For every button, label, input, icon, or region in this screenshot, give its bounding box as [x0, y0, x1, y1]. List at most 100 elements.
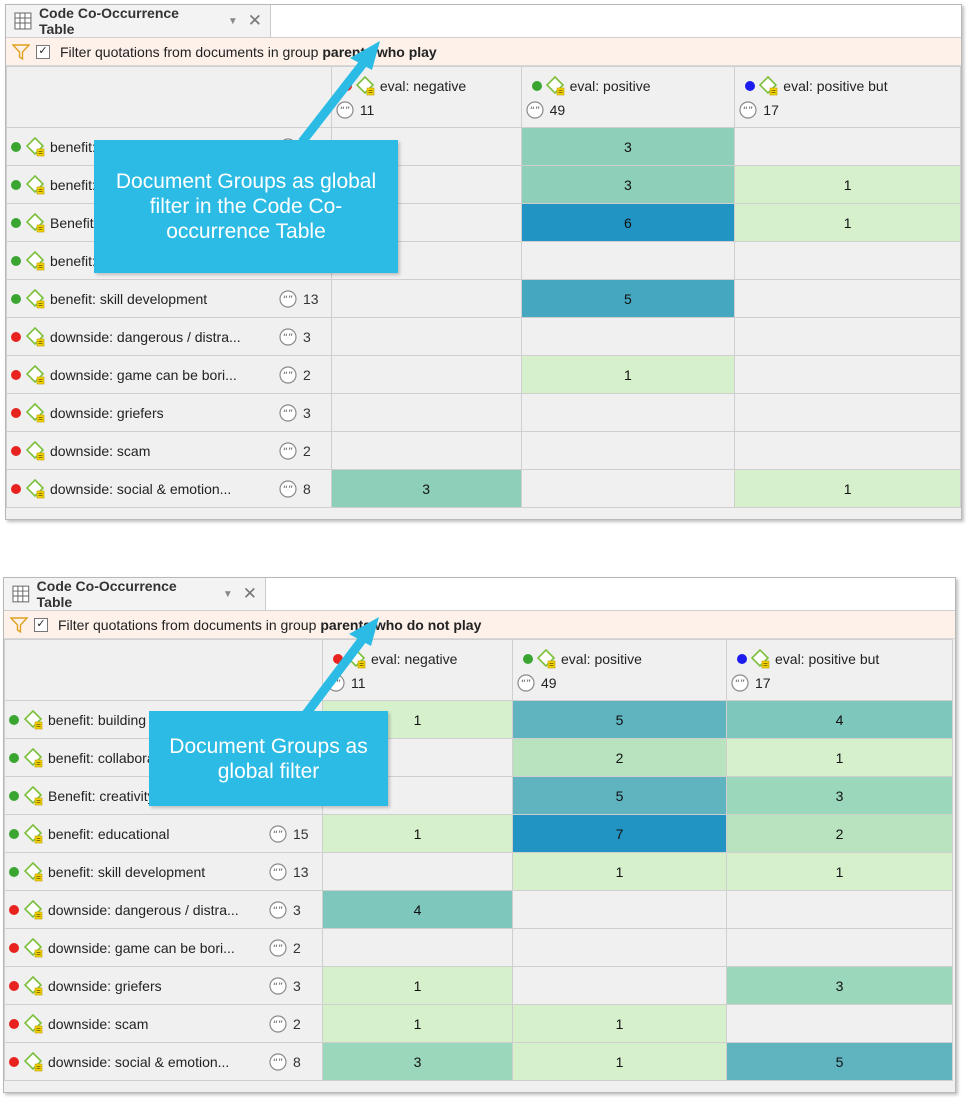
cooccurrence-cell[interactable]: 1 — [512, 1004, 727, 1043]
cooccurrence-cell[interactable]: 3 — [726, 776, 953, 815]
cooccurrence-cell[interactable] — [734, 431, 961, 470]
column-header[interactable]: eval: negative “” 11 — [322, 639, 513, 701]
cooccurrence-cell[interactable] — [520, 317, 736, 356]
table-icon — [14, 12, 32, 30]
cooccurrence-cell[interactable] — [520, 469, 736, 508]
row-header[interactable]: downside: game can be bori... “” 2 — [4, 928, 323, 967]
cooccurrence-cell[interactable] — [726, 928, 953, 967]
row-header[interactable]: downside: scam “” 2 — [6, 431, 332, 470]
tab-code-cooccurrence[interactable]: Code Co-Occurrence Table ▼ ✕ — [6, 5, 271, 37]
row-quotation-count: 3 — [293, 977, 301, 994]
cooccurrence-cell[interactable] — [512, 966, 727, 1005]
cooccurrence-cell[interactable]: 1 — [726, 852, 953, 891]
svg-text:“”: “” — [273, 981, 283, 992]
cooccurrence-cell[interactable]: 2 — [726, 814, 953, 853]
cooccurrence-cell[interactable]: 1 — [322, 966, 513, 1005]
row-header[interactable]: downside: dangerous / distra... “” 3 — [6, 317, 332, 356]
quotation-icon: “” — [279, 403, 297, 422]
cooccurrence-cell[interactable] — [330, 393, 522, 432]
cooccurrence-cell[interactable]: 1 — [322, 1004, 513, 1043]
cooccurrence-cell[interactable] — [330, 355, 522, 394]
cooccurrence-cell[interactable] — [726, 1004, 953, 1043]
filter-checkbox[interactable]: ✓ — [36, 44, 50, 59]
cooccurrence-cell[interactable] — [330, 317, 522, 356]
cooccurrence-cell[interactable] — [734, 317, 961, 356]
quotation-icon: “” — [739, 101, 757, 119]
cooccurrence-cell[interactable] — [734, 241, 961, 280]
cooccurrence-cell[interactable]: 4 — [726, 700, 953, 739]
row-header[interactable]: benefit: educational “” 15 — [4, 814, 323, 853]
quotation-icon: “” — [269, 862, 287, 881]
cooccurrence-cell[interactable]: 4 — [322, 890, 513, 929]
cooccurrence-cell[interactable]: 1 — [734, 469, 961, 508]
cooccurrence-cell[interactable] — [322, 928, 513, 967]
row-header[interactable]: downside: griefers “” 3 — [4, 966, 323, 1005]
column-header[interactable]: eval: positive but “” 17 — [734, 66, 961, 128]
row-header[interactable]: downside: social & emotion... “” 8 — [6, 469, 332, 508]
cooccurrence-cell[interactable] — [512, 928, 727, 967]
close-icon[interactable]: ✕ — [242, 584, 257, 603]
cooccurrence-cell[interactable]: 3 — [322, 1042, 513, 1081]
column-header[interactable]: eval: positive but “” 17 — [726, 639, 953, 701]
cooccurrence-cell[interactable]: 1 — [734, 165, 961, 204]
column-header[interactable]: eval: negative “” 11 — [330, 66, 522, 128]
column-header[interactable]: eval: positive “” 49 — [520, 66, 736, 128]
tab-code-cooccurrence[interactable]: Code Co-Occurrence Table ▼ ✕ — [4, 578, 266, 610]
cooccurrence-cell[interactable] — [734, 127, 961, 166]
cooccurrence-cell[interactable]: 1 — [512, 1042, 727, 1081]
cooccurrence-cell[interactable]: 2 — [512, 738, 727, 777]
quotation-icon: “” — [279, 327, 297, 346]
status-dot-icon — [9, 790, 19, 801]
cooccurrence-cell[interactable]: 3 — [330, 469, 522, 508]
cooccurrence-cell[interactable] — [520, 393, 736, 432]
cooccurrence-cell[interactable] — [520, 431, 736, 470]
column-code-name: eval: negative — [371, 651, 458, 667]
column-code-name: eval: negative — [379, 78, 467, 94]
cooccurrence-cell[interactable]: 3 — [520, 165, 736, 204]
filter-group-name: parents who play — [322, 43, 437, 60]
close-icon[interactable]: ✕ — [247, 11, 262, 30]
cooccurrence-cell[interactable] — [734, 279, 961, 318]
quotation-icon: “” — [269, 938, 287, 957]
code-icon — [26, 326, 45, 346]
cooccurrence-cell[interactable]: 1 — [322, 814, 513, 853]
row-header[interactable]: downside: griefers “” 3 — [6, 393, 332, 432]
cooccurrence-cell[interactable]: 1 — [512, 852, 727, 891]
cooccurrence-cell[interactable] — [734, 393, 961, 432]
cooccurrence-cell[interactable] — [512, 890, 727, 929]
cooccurrence-cell[interactable]: 3 — [520, 127, 736, 166]
row-quotation: “” 3 — [279, 394, 311, 431]
chevron-down-icon[interactable]: ▼ — [227, 15, 238, 27]
row-header[interactable]: benefit: skill development “” 13 — [4, 852, 323, 891]
row-header[interactable]: downside: social & emotion... “” 8 — [4, 1042, 323, 1081]
row-header[interactable]: downside: scam “” 2 — [4, 1004, 323, 1043]
cooccurrence-cell[interactable] — [734, 355, 961, 394]
status-dot-icon — [341, 81, 352, 91]
svg-text:“”: “” — [273, 867, 283, 878]
svg-text:“”: “” — [529, 106, 539, 117]
cooccurrence-cell[interactable] — [330, 279, 522, 318]
cooccurrence-cell[interactable]: 5 — [512, 776, 727, 815]
cooccurrence-cell[interactable] — [726, 890, 953, 929]
cooccurrence-cell[interactable]: 1 — [520, 355, 736, 394]
filter-checkbox[interactable]: ✓ — [34, 617, 48, 632]
cooccurrence-cell[interactable]: 5 — [726, 1042, 953, 1081]
cooccurrence-cell[interactable] — [520, 241, 736, 280]
cooccurrence-cell[interactable]: 6 — [520, 203, 736, 242]
cooccurrence-cell[interactable]: 3 — [726, 966, 953, 1005]
chevron-down-icon[interactable]: ▼ — [222, 588, 233, 600]
cooccurrence-cell[interactable]: 5 — [520, 279, 736, 318]
cooccurrence-cell[interactable] — [322, 852, 513, 891]
cooccurrence-cell[interactable]: 1 — [726, 738, 953, 777]
column-header[interactable]: eval: positive “” 49 — [512, 639, 727, 701]
cooccurrence-cell[interactable]: 7 — [512, 814, 727, 853]
code-icon — [24, 861, 43, 881]
cooccurrence-cell[interactable] — [330, 431, 522, 470]
cooccurrence-cell[interactable]: 5 — [512, 700, 727, 739]
table-row: downside: social & emotion... “” 8 3 1 5 — [4, 1042, 953, 1081]
code-icon — [347, 649, 366, 669]
row-header[interactable]: benefit: skill development “” 13 — [6, 279, 332, 318]
cooccurrence-cell[interactable]: 1 — [734, 203, 961, 242]
row-header[interactable]: downside: game can be bori... “” 2 — [6, 355, 332, 394]
row-header[interactable]: downside: dangerous / distra... “” 3 — [4, 890, 323, 929]
